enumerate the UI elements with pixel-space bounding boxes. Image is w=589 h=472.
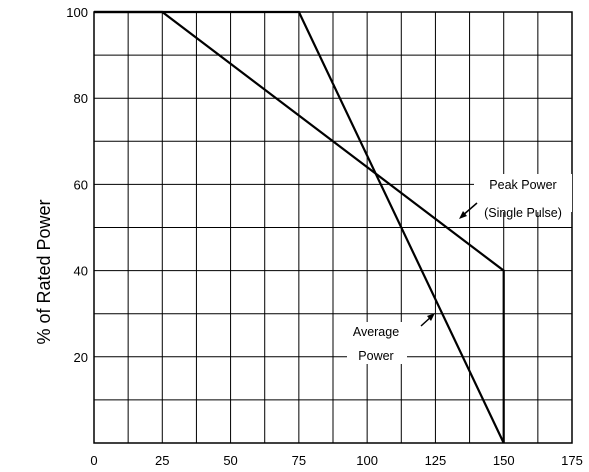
average-power-arrowhead bbox=[427, 313, 435, 321]
peak-power-label-line1: Peak Power bbox=[489, 178, 556, 192]
average-power-label-line1: Average bbox=[353, 325, 399, 339]
x-tick-labels: 0 25 50 75 100 125 150 175 bbox=[90, 453, 582, 468]
plot-frame bbox=[93, 11, 573, 444]
y-tick-label: 60 bbox=[74, 177, 88, 192]
x-tick-label: 75 bbox=[292, 453, 306, 468]
x-tick-label: 100 bbox=[356, 453, 378, 468]
series-line-average-power bbox=[94, 10, 505, 444]
y-tick-labels: 20 40 60 80 100 bbox=[66, 5, 88, 365]
peak-power-annotation: Peak Power (Single Pulse) bbox=[459, 174, 572, 220]
y-tick-label: 100 bbox=[66, 5, 88, 20]
y-tick-label: 80 bbox=[74, 91, 88, 106]
average-power-label-line2: Power bbox=[358, 349, 393, 363]
average-power-annotation: Average Power bbox=[347, 313, 435, 364]
x-tick-label: 0 bbox=[90, 453, 97, 468]
peak-power-arrowhead bbox=[459, 211, 467, 219]
x-tick-label: 25 bbox=[155, 453, 169, 468]
x-tick-label: 150 bbox=[493, 453, 515, 468]
grid bbox=[93, 11, 573, 444]
y-tick-label: 40 bbox=[74, 264, 88, 279]
x-tick-label: 125 bbox=[425, 453, 447, 468]
x-tick-label: 175 bbox=[561, 453, 583, 468]
peak-power-label-line2: (Single Pulse) bbox=[484, 206, 562, 220]
y-tick-label: 20 bbox=[74, 350, 88, 365]
y-axis-label: % of Rated Power bbox=[34, 199, 54, 344]
x-tick-label: 50 bbox=[223, 453, 237, 468]
series-layer bbox=[94, 10, 505, 444]
